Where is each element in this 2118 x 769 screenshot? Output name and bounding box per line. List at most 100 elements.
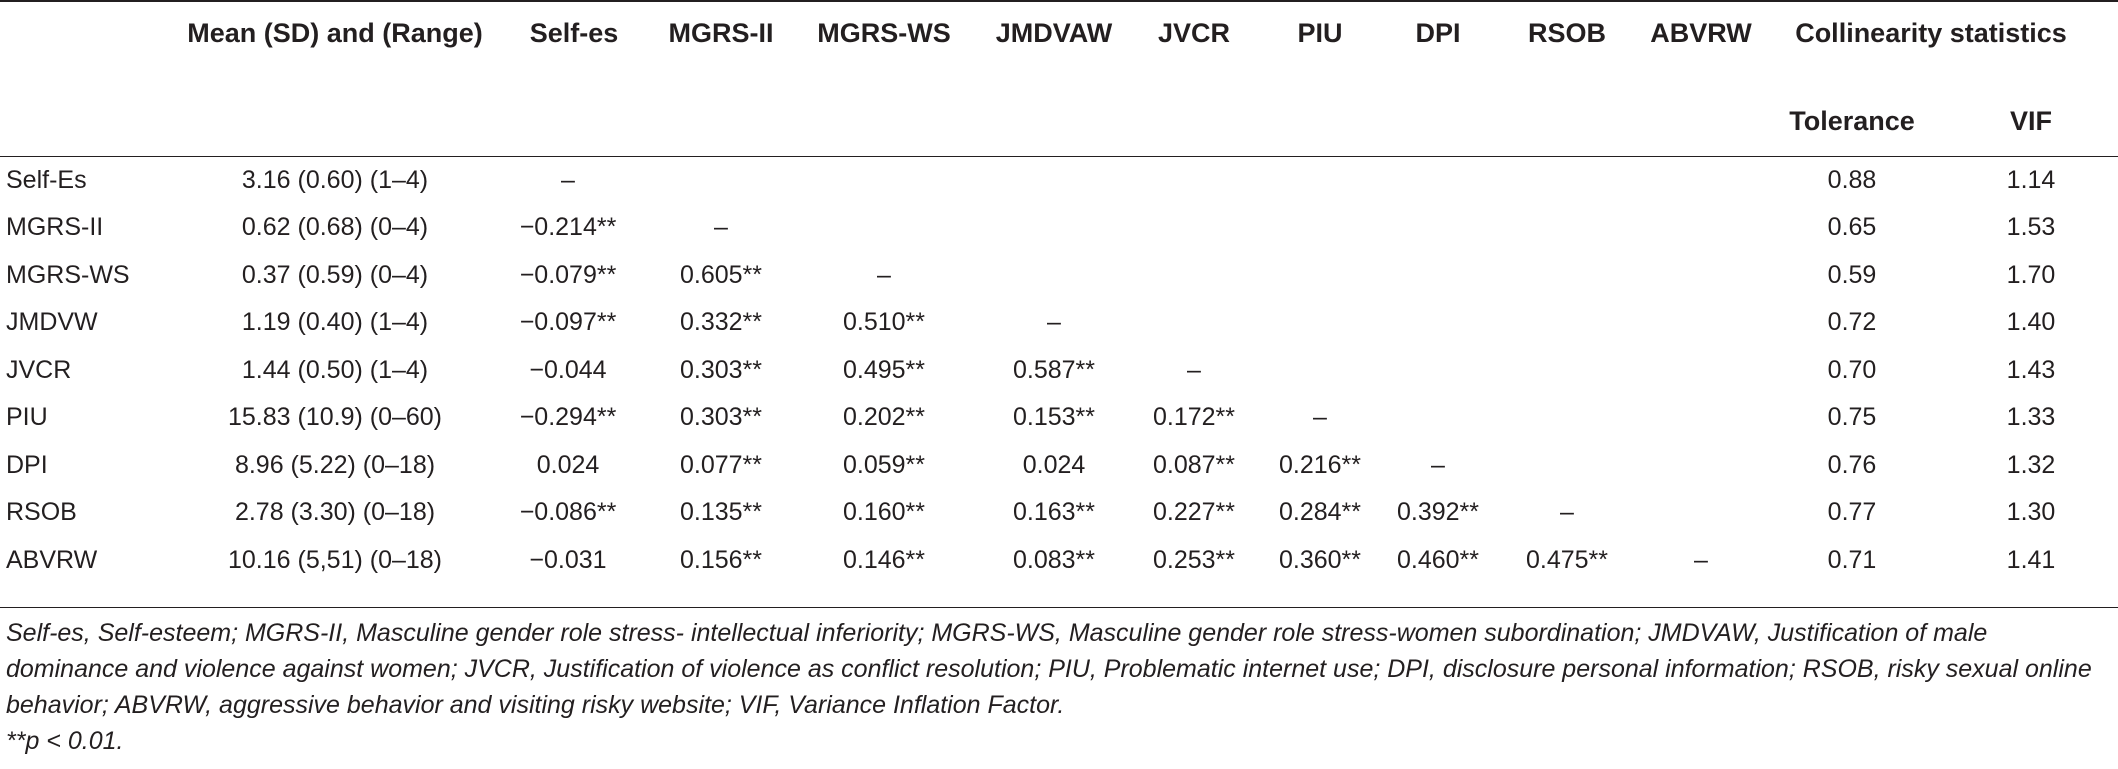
correlation-cell-mgrs-ws: 0.202** [842, 403, 926, 431]
vif-cell: 1.32 [2006, 451, 2056, 479]
tolerance-cell: 0.65 [1827, 213, 1877, 241]
tolerance-cell: 0.76 [1827, 451, 1877, 479]
correlation-cell-mgrs-ii: 0.303** [679, 403, 763, 431]
mean-sd-range-cell: 0.62 (0.68) (0–4) [241, 213, 429, 241]
correlation-cell-dpi: 0.392** [1396, 498, 1480, 526]
header-mgrs-ii: MGRS-II [668, 18, 774, 48]
tolerance-cell: 0.70 [1827, 356, 1877, 384]
row-label: PIU [6, 403, 48, 431]
vif-cell: 1.53 [2006, 213, 2056, 241]
correlation-cell-rsob: – [1560, 498, 1574, 526]
header-jvcr: JVCR [1157, 18, 1231, 48]
row-label: MGRS-WS [6, 261, 130, 289]
correlation-cell-mgrs-ii: 0.332** [679, 308, 763, 336]
correlation-cell-self-es: – [561, 166, 575, 194]
correlation-cell-self-es: −0.044 [529, 356, 607, 384]
correlation-cell-self-es: 0.024 [536, 451, 600, 479]
correlation-cell-rsob: 0.475** [1525, 546, 1609, 574]
tolerance-cell: 0.72 [1827, 308, 1877, 336]
table-top-rule [0, 0, 2118, 2]
row-label: JVCR [6, 356, 72, 384]
tolerance-cell: 0.77 [1827, 498, 1877, 526]
correlation-cell-jmdvaw: 0.587** [1012, 356, 1096, 384]
correlation-cell-mgrs-ii: 0.077** [679, 451, 763, 479]
mean-sd-range-cell: 10.16 (5,51) (0–18) [227, 546, 443, 574]
mean-sd-range-cell: 8.96 (5.22) (0–18) [234, 451, 436, 479]
correlation-cell-piu: 0.216** [1278, 451, 1362, 479]
correlation-cell-self-es: −0.086** [519, 498, 617, 526]
correlation-cell-jvcr: 0.172** [1152, 403, 1236, 431]
row-label: DPI [6, 451, 48, 479]
vif-cell: 1.30 [2006, 498, 2056, 526]
tolerance-cell: 0.75 [1827, 403, 1877, 431]
header-mean: Mean (SD) and (Range) [187, 18, 483, 48]
tolerance-cell: 0.88 [1827, 166, 1877, 194]
vif-cell: 1.70 [2006, 261, 2056, 289]
row-label: ABVRW [6, 546, 98, 574]
correlation-cell-self-es: −0.294** [519, 403, 617, 431]
correlation-cell-jvcr: – [1187, 356, 1201, 384]
correlation-cell-self-es: −0.097** [519, 308, 617, 336]
correlation-cell-mgrs-ws: 0.160** [842, 498, 926, 526]
correlation-cell-mgrs-ii: 0.135** [679, 498, 763, 526]
header-vif: VIF [2009, 106, 2053, 136]
row-label: RSOB [6, 498, 77, 526]
correlation-cell-jvcr: 0.087** [1152, 451, 1236, 479]
vif-cell: 1.43 [2006, 356, 2056, 384]
correlation-cell-jvcr: 0.227** [1152, 498, 1236, 526]
correlation-cell-abvrw: – [1694, 546, 1708, 574]
tolerance-cell: 0.71 [1827, 546, 1877, 574]
correlation-cell-mgrs-ws: 0.510** [842, 308, 926, 336]
header-mgrs-ws: MGRS-WS [817, 18, 951, 48]
correlation-cell-self-es: −0.031 [529, 546, 607, 574]
header-bottom-rule [0, 156, 2118, 157]
footnote-significance: **p < 0.01. [6, 727, 124, 755]
vif-cell: 1.33 [2006, 403, 2056, 431]
correlation-cell-mgrs-ws: 0.495** [842, 356, 926, 384]
row-label: Self-Es [6, 166, 87, 194]
row-label: JMDVW [6, 308, 98, 336]
mean-sd-range-cell: 1.19 (0.40) (1–4) [241, 308, 429, 336]
tolerance-cell: 0.59 [1827, 261, 1877, 289]
header-abvrw: ABVRW [1650, 18, 1752, 48]
correlation-cell-piu: 0.284** [1278, 498, 1362, 526]
header-jmdvaw: JMDVAW [995, 18, 1113, 48]
correlation-cell-mgrs-ii: 0.156** [679, 546, 763, 574]
correlation-cell-mgrs-ws: 0.146** [842, 546, 926, 574]
mean-sd-range-cell: 1.44 (0.50) (1–4) [241, 356, 429, 384]
correlation-cell-self-es: −0.214** [519, 213, 617, 241]
correlation-cell-dpi: – [1431, 451, 1445, 479]
mean-sd-range-cell: 3.16 (0.60) (1–4) [241, 166, 429, 194]
correlation-cell-mgrs-ii: – [714, 213, 728, 241]
header-tolerance: Tolerance [1789, 106, 1915, 136]
table-bottom-rule [0, 607, 2118, 608]
correlation-cell-jmdvaw: 0.083** [1012, 546, 1096, 574]
mean-sd-range-cell: 15.83 (10.9) (0–60) [227, 403, 443, 431]
vif-cell: 1.41 [2006, 546, 2056, 574]
correlation-cell-piu: 0.360** [1278, 546, 1362, 574]
mean-sd-range-cell: 0.37 (0.59) (0–4) [241, 261, 429, 289]
correlation-cell-mgrs-ii: 0.303** [679, 356, 763, 384]
correlation-cell-jmdvaw: 0.024 [1022, 451, 1086, 479]
correlation-cell-mgrs-ii: 0.605** [679, 261, 763, 289]
header-piu: PIU [1297, 18, 1343, 48]
correlation-cell-jmdvaw: – [1047, 308, 1061, 336]
correlation-cell-self-es: −0.079** [519, 261, 617, 289]
correlation-cell-jvcr: 0.253** [1152, 546, 1236, 574]
header-collinearity: Collinearity statistics [1795, 18, 2067, 48]
correlation-cell-mgrs-ws: – [877, 261, 891, 289]
correlation-cell-mgrs-ws: 0.059** [842, 451, 926, 479]
header-self-es: Self-es [529, 18, 619, 48]
correlation-cell-dpi: 0.460** [1396, 546, 1480, 574]
row-label: MGRS-II [6, 213, 104, 241]
correlation-cell-jmdvaw: 0.153** [1012, 403, 1096, 431]
footnote-abbreviations: Self-es, Self-esteem; MGRS-II, Masculine… [6, 619, 2092, 719]
header-rsob: RSOB [1527, 18, 1607, 48]
header-dpi: DPI [1415, 18, 1461, 48]
mean-sd-range-cell: 2.78 (3.30) (0–18) [234, 498, 436, 526]
vif-cell: 1.40 [2006, 308, 2056, 336]
correlation-cell-piu: – [1313, 403, 1327, 431]
vif-cell: 1.14 [2006, 166, 2056, 194]
correlation-cell-jmdvaw: 0.163** [1012, 498, 1096, 526]
